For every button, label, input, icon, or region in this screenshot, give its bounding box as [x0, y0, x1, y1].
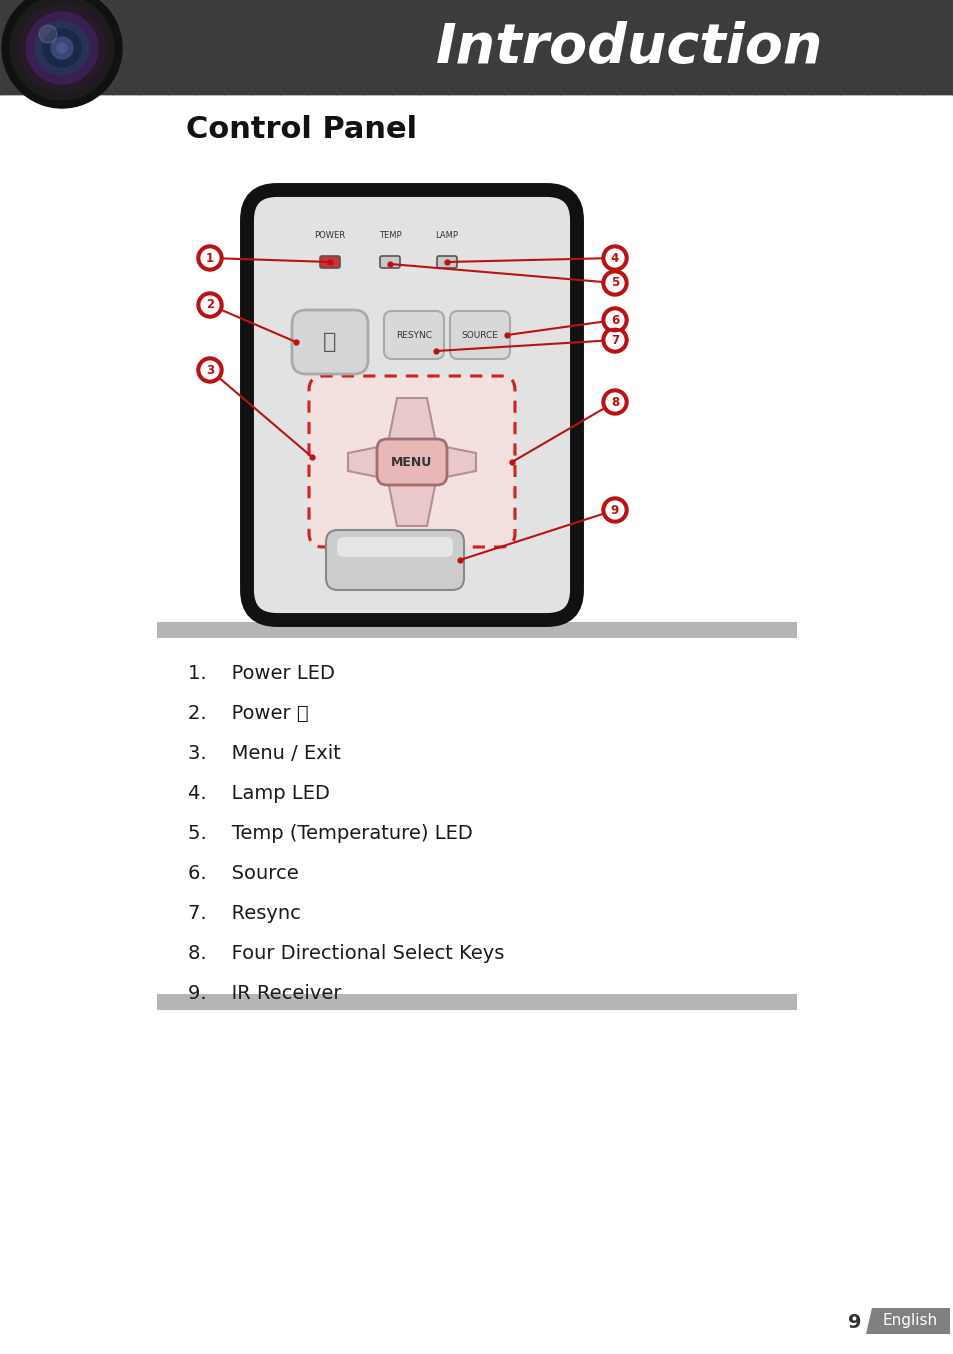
Text: ⏻: ⏻: [323, 332, 336, 352]
Text: 6.    Source: 6. Source: [188, 864, 298, 883]
FancyBboxPatch shape: [247, 190, 577, 620]
Circle shape: [196, 357, 223, 383]
Text: 8.    Four Directional Select Keys: 8. Four Directional Select Keys: [188, 944, 504, 963]
Text: SOURCE: SOURCE: [461, 330, 497, 340]
FancyBboxPatch shape: [384, 311, 443, 359]
FancyBboxPatch shape: [379, 256, 399, 268]
Circle shape: [51, 37, 73, 60]
Circle shape: [26, 12, 98, 84]
Circle shape: [601, 245, 627, 271]
Circle shape: [601, 269, 627, 297]
Bar: [157, 621, 796, 638]
Text: POWER: POWER: [314, 232, 345, 240]
Text: 9.    IR Receiver: 9. IR Receiver: [188, 984, 341, 1003]
Circle shape: [603, 246, 625, 269]
Text: 7.    Resync: 7. Resync: [188, 904, 300, 923]
Text: 3.    Menu / Exit: 3. Menu / Exit: [188, 743, 340, 764]
Circle shape: [18, 4, 106, 92]
Bar: [157, 994, 796, 1010]
Circle shape: [603, 272, 625, 294]
Polygon shape: [426, 443, 476, 481]
FancyBboxPatch shape: [292, 310, 368, 374]
Circle shape: [603, 391, 625, 413]
Circle shape: [601, 389, 627, 414]
Circle shape: [57, 43, 67, 53]
Circle shape: [196, 292, 223, 318]
Text: 2: 2: [206, 298, 213, 311]
FancyBboxPatch shape: [376, 439, 447, 485]
Polygon shape: [348, 443, 397, 481]
Text: 7: 7: [610, 333, 618, 347]
Text: English: English: [882, 1313, 937, 1328]
Text: 5.    Temp (Temperature) LED: 5. Temp (Temperature) LED: [188, 825, 473, 844]
Circle shape: [601, 307, 627, 333]
Text: Control Panel: Control Panel: [186, 115, 417, 144]
FancyBboxPatch shape: [436, 256, 456, 268]
FancyBboxPatch shape: [326, 529, 463, 590]
Text: 5: 5: [610, 276, 618, 290]
Polygon shape: [387, 398, 436, 448]
Text: 4.    Lamp LED: 4. Lamp LED: [188, 784, 330, 803]
Text: LAMP: LAMP: [435, 232, 458, 240]
Text: 6: 6: [610, 314, 618, 326]
Circle shape: [43, 28, 81, 66]
FancyBboxPatch shape: [450, 311, 510, 359]
Text: TEMP: TEMP: [378, 232, 401, 240]
FancyBboxPatch shape: [309, 376, 515, 547]
Circle shape: [603, 500, 625, 521]
FancyBboxPatch shape: [336, 538, 453, 556]
Text: Introduction: Introduction: [436, 22, 822, 74]
Circle shape: [199, 246, 221, 269]
Text: 8: 8: [610, 395, 618, 409]
Text: 9: 9: [847, 1312, 861, 1331]
Circle shape: [196, 245, 223, 271]
Text: 1: 1: [206, 252, 213, 264]
Text: 2.    Power ⏻: 2. Power ⏻: [188, 704, 309, 723]
Circle shape: [601, 497, 627, 523]
Circle shape: [2, 0, 122, 108]
Circle shape: [10, 0, 113, 100]
Circle shape: [601, 328, 627, 353]
FancyBboxPatch shape: [319, 256, 339, 268]
Circle shape: [603, 309, 625, 330]
Polygon shape: [865, 1308, 949, 1334]
Circle shape: [199, 359, 221, 380]
Text: 1.    Power LED: 1. Power LED: [188, 663, 335, 682]
Text: 9: 9: [610, 504, 618, 516]
Circle shape: [199, 294, 221, 315]
Circle shape: [603, 329, 625, 351]
Bar: [0, 0, 953, 95]
Polygon shape: [387, 477, 436, 525]
Text: RESYNC: RESYNC: [395, 330, 432, 340]
Text: 4: 4: [610, 252, 618, 264]
Circle shape: [35, 22, 89, 74]
Text: MENU: MENU: [391, 455, 432, 468]
Text: 3: 3: [206, 363, 213, 376]
Circle shape: [39, 24, 57, 43]
